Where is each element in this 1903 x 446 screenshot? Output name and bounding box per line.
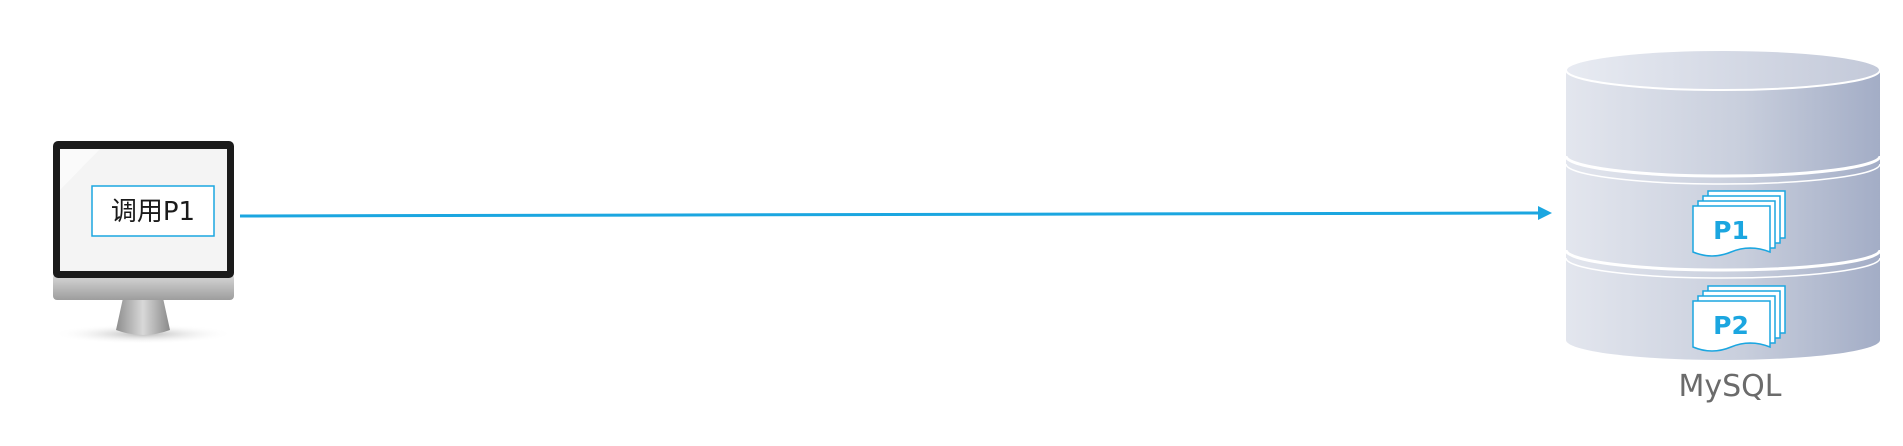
arrowhead-icon	[1538, 206, 1552, 220]
procedure-p1-label: P1	[1713, 216, 1749, 245]
procedure-p1-page	[1692, 205, 1771, 257]
call-arrow-line	[239, 211, 1541, 218]
procedure-p2-document-stack-icon: P2	[1692, 285, 1786, 352]
monitor-chin	[53, 274, 234, 300]
db-band-1	[1564, 155, 1882, 178]
monitor-stand	[116, 298, 170, 335]
db-band-1b	[1565, 163, 1881, 185]
db-band-2	[1564, 249, 1882, 272]
procedure-p2-label: P2	[1713, 311, 1749, 340]
database-label: MySQL	[1678, 369, 1781, 404]
screen-label: 调用P1	[111, 197, 195, 227]
screen-label-box	[91, 185, 215, 237]
procedure-p2-page	[1692, 300, 1771, 352]
client-monitor-icon: 调用P1	[53, 141, 234, 344]
call-arrow	[239, 206, 1552, 220]
procedure-p1-document-stack-icon: P1	[1692, 190, 1786, 257]
db-top	[1565, 49, 1881, 91]
monitor-glare	[60, 149, 100, 190]
db-band-2b	[1565, 257, 1881, 279]
